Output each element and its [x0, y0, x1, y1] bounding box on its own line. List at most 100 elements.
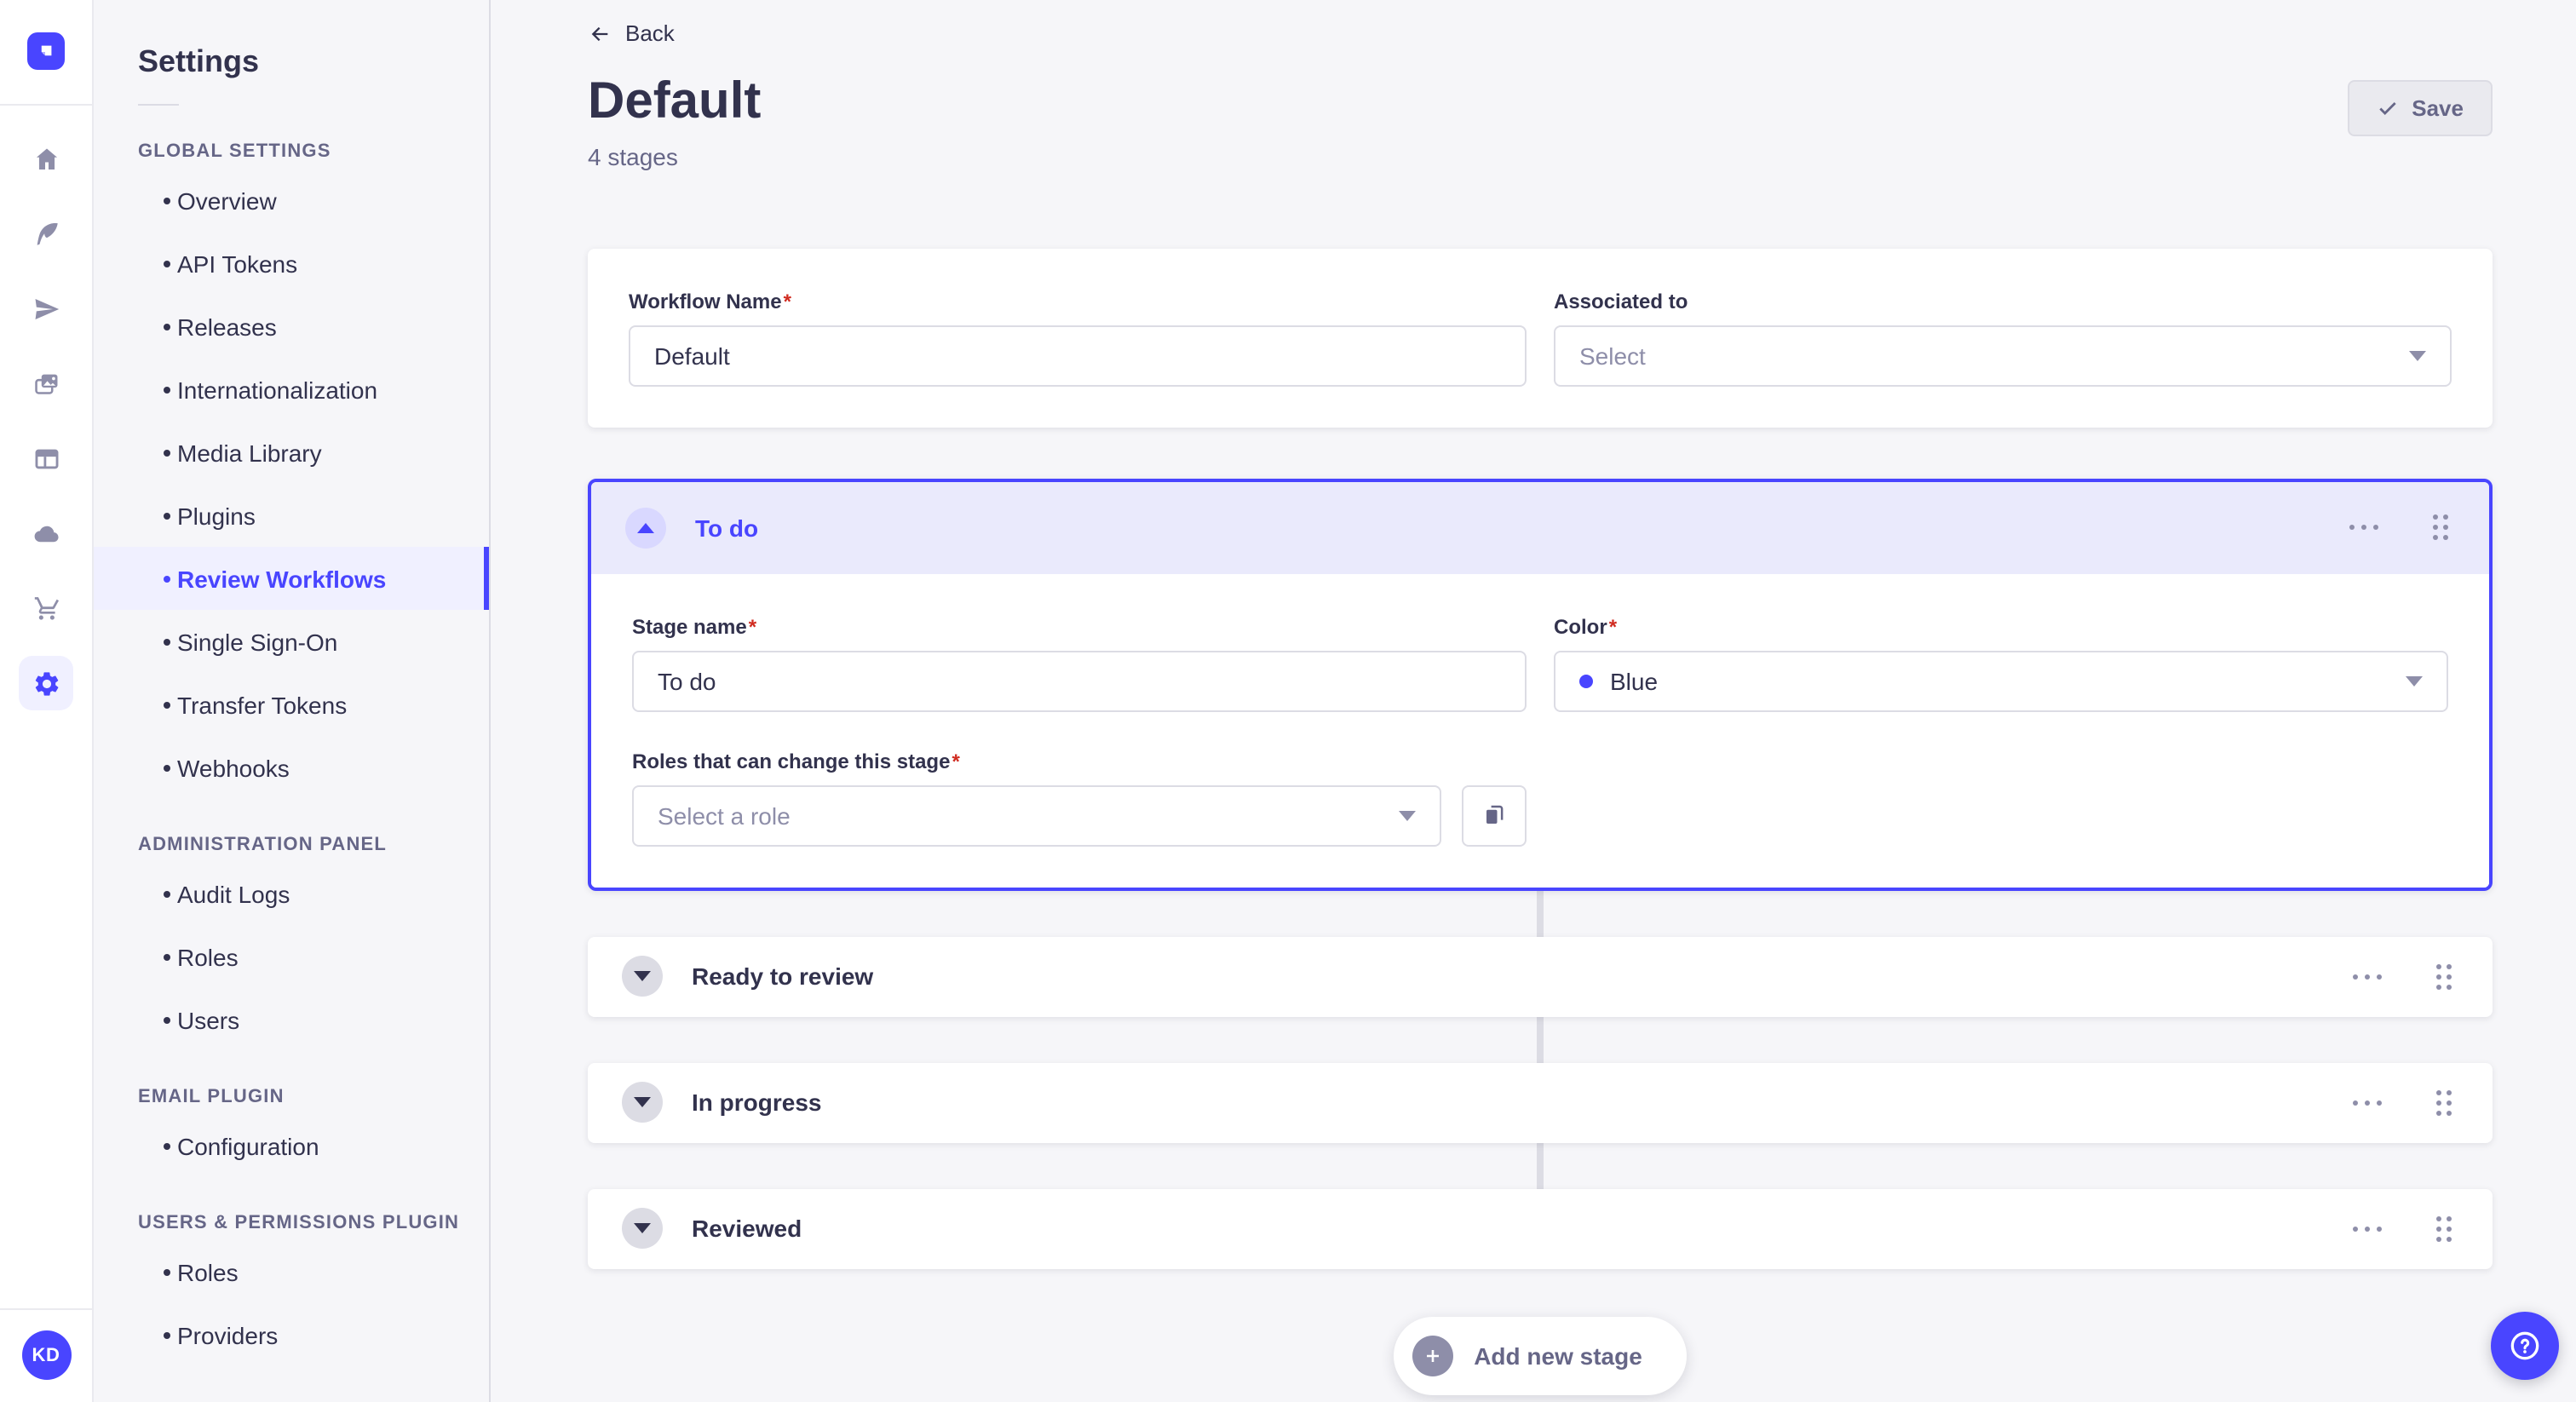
- layout-icon[interactable]: [9, 421, 83, 496]
- chevron-down-icon: [2409, 350, 2426, 360]
- bullet-icon: [164, 890, 170, 897]
- help-button[interactable]: [2491, 1312, 2559, 1380]
- section-label: EMAIL PLUGIN: [138, 1087, 285, 1107]
- color-value: Blue: [1610, 667, 1659, 694]
- drag-handle-icon[interactable]: [2429, 1209, 2458, 1248]
- back-label: Back: [625, 20, 675, 46]
- save-button[interactable]: Save: [2347, 79, 2493, 135]
- add-new-stage-button[interactable]: Add new stage: [1394, 1316, 1687, 1394]
- sidebar-item-plugins[interactable]: Plugins: [94, 484, 489, 547]
- bullet-icon: [164, 1016, 170, 1023]
- main-content: Back Default 4 stages Save Workflow Name…: [491, 0, 2576, 1402]
- bullet-icon: [164, 1331, 170, 1338]
- drag-handle-icon[interactable]: [2429, 1083, 2458, 1122]
- strapi-logo[interactable]: [27, 32, 65, 70]
- sidebar-item-review-workflows[interactable]: Review Workflows: [94, 547, 489, 610]
- sidebar-item-media-library[interactable]: Media Library: [94, 421, 489, 484]
- sidebar-item-overview[interactable]: Overview: [94, 169, 489, 232]
- section-administration-panel: ADMINISTRATION PANEL Audit Logs Roles Us…: [94, 835, 489, 1051]
- stage-card-ready-to-review[interactable]: Ready to review: [588, 936, 2493, 1016]
- label-text: Stage name: [632, 614, 747, 638]
- sidebar-item-label: Webhooks: [177, 754, 290, 781]
- expand-toggle-button[interactable]: [622, 956, 663, 997]
- bullet-icon: [164, 323, 170, 330]
- add-stage-container: Add new stage: [588, 1316, 2493, 1394]
- page-title: Default: [588, 72, 762, 129]
- chevron-down-icon: [2406, 675, 2423, 686]
- sidebar-item-configuration[interactable]: Configuration: [94, 1114, 489, 1177]
- paper-plane-icon[interactable]: [9, 271, 83, 346]
- color-label: Color *: [1554, 614, 2448, 638]
- stage-title: To do: [695, 514, 759, 541]
- sidebar-item-label: API Tokens: [177, 250, 298, 277]
- expand-toggle-button[interactable]: [622, 1082, 663, 1123]
- color-select[interactable]: Blue: [1554, 650, 2448, 711]
- sidebar-item-label: Roles: [177, 1258, 239, 1285]
- settings-gear-icon[interactable]: [9, 646, 83, 721]
- stages-list: To do Stage name *: [588, 478, 2493, 1268]
- sidebar-item-api-tokens[interactable]: API Tokens: [94, 232, 489, 295]
- stage-card-to-do: To do Stage name *: [588, 478, 2493, 890]
- color-swatch-blue: [1579, 674, 1593, 687]
- subnav-title-divider: [138, 104, 179, 106]
- stage-name-input[interactable]: [632, 650, 1527, 711]
- drag-handle-icon[interactable]: [2429, 957, 2458, 996]
- required-asterisk: *: [952, 749, 960, 773]
- main-nav-rail: KD: [0, 0, 94, 1402]
- sidebar-item-label: Overview: [177, 187, 277, 214]
- sidebar-item-label: Internationalization: [177, 376, 378, 403]
- select-placeholder: Select: [1579, 342, 1646, 369]
- bullet-icon: [164, 260, 170, 267]
- drag-handle-icon[interactable]: [2426, 508, 2455, 547]
- sidebar-item-providers[interactable]: Providers: [94, 1303, 489, 1366]
- sidebar-item-audit-logs[interactable]: Audit Logs: [94, 862, 489, 925]
- sidebar-item-transfer-tokens[interactable]: Transfer Tokens: [94, 673, 489, 736]
- duplicate-stage-button[interactable]: [1462, 784, 1527, 846]
- sidebar-item-label: Releases: [177, 313, 277, 340]
- more-options-icon[interactable]: [2346, 1093, 2389, 1112]
- stage-card-reviewed[interactable]: Reviewed: [588, 1188, 2493, 1268]
- workflow-name-field: Workflow Name *: [629, 289, 1527, 386]
- media-library-icon[interactable]: [9, 346, 83, 421]
- user-avatar[interactable]: KD: [21, 1330, 71, 1380]
- sidebar-item-webhooks[interactable]: Webhooks: [94, 736, 489, 799]
- more-options-icon[interactable]: [2343, 518, 2385, 537]
- collapse-toggle-button[interactable]: [625, 507, 666, 548]
- more-options-icon[interactable]: [2346, 1219, 2389, 1238]
- feather-icon[interactable]: [9, 196, 83, 271]
- stage-body-to-do: Stage name * Color* Blue: [591, 573, 2489, 887]
- rail-icon-list: [9, 106, 83, 1308]
- stage-card-in-progress[interactable]: In progress: [588, 1062, 2493, 1142]
- strapi-logo-glyph: [41, 45, 52, 56]
- more-options-icon[interactable]: [2346, 967, 2389, 985]
- sidebar-item-admin-roles[interactable]: Roles: [94, 925, 489, 988]
- sidebar-item-internationalization[interactable]: Internationalization: [94, 358, 489, 421]
- stage-header-to-do[interactable]: To do: [591, 481, 2489, 573]
- stage-title: Reviewed: [692, 1215, 802, 1242]
- sidebar-item-up-roles[interactable]: Roles: [94, 1240, 489, 1303]
- associated-to-select[interactable]: Select: [1554, 325, 2452, 386]
- workflow-name-input[interactable]: [629, 325, 1527, 386]
- bullet-icon: [164, 1268, 170, 1275]
- save-label: Save: [2412, 95, 2464, 120]
- back-link[interactable]: Back: [588, 20, 675, 46]
- section-email-plugin: EMAIL PLUGIN Configuration: [94, 1087, 489, 1177]
- associated-to-field: Associated to Select: [1554, 289, 2452, 386]
- roles-select[interactable]: Select a role: [632, 784, 1441, 846]
- arrow-left-icon: [591, 26, 608, 41]
- rail-divider-top: [0, 104, 92, 106]
- bullet-icon: [164, 197, 170, 204]
- home-icon[interactable]: [9, 121, 83, 196]
- bullet-icon: [164, 512, 170, 519]
- bullet-icon: [164, 1142, 170, 1149]
- sidebar-item-releases[interactable]: Releases: [94, 295, 489, 358]
- bullet-icon: [164, 449, 170, 456]
- label-text: Roles that can change this stage: [632, 749, 951, 773]
- sidebar-item-label: Review Workflows: [177, 565, 387, 592]
- marketplace-cart-icon[interactable]: [9, 571, 83, 646]
- expand-toggle-button[interactable]: [622, 1208, 663, 1249]
- sidebar-item-users[interactable]: Users: [94, 988, 489, 1051]
- cloud-icon[interactable]: [9, 496, 83, 571]
- sidebar-item-label: Configuration: [177, 1132, 319, 1159]
- sidebar-item-single-sign-on[interactable]: Single Sign-On: [94, 610, 489, 673]
